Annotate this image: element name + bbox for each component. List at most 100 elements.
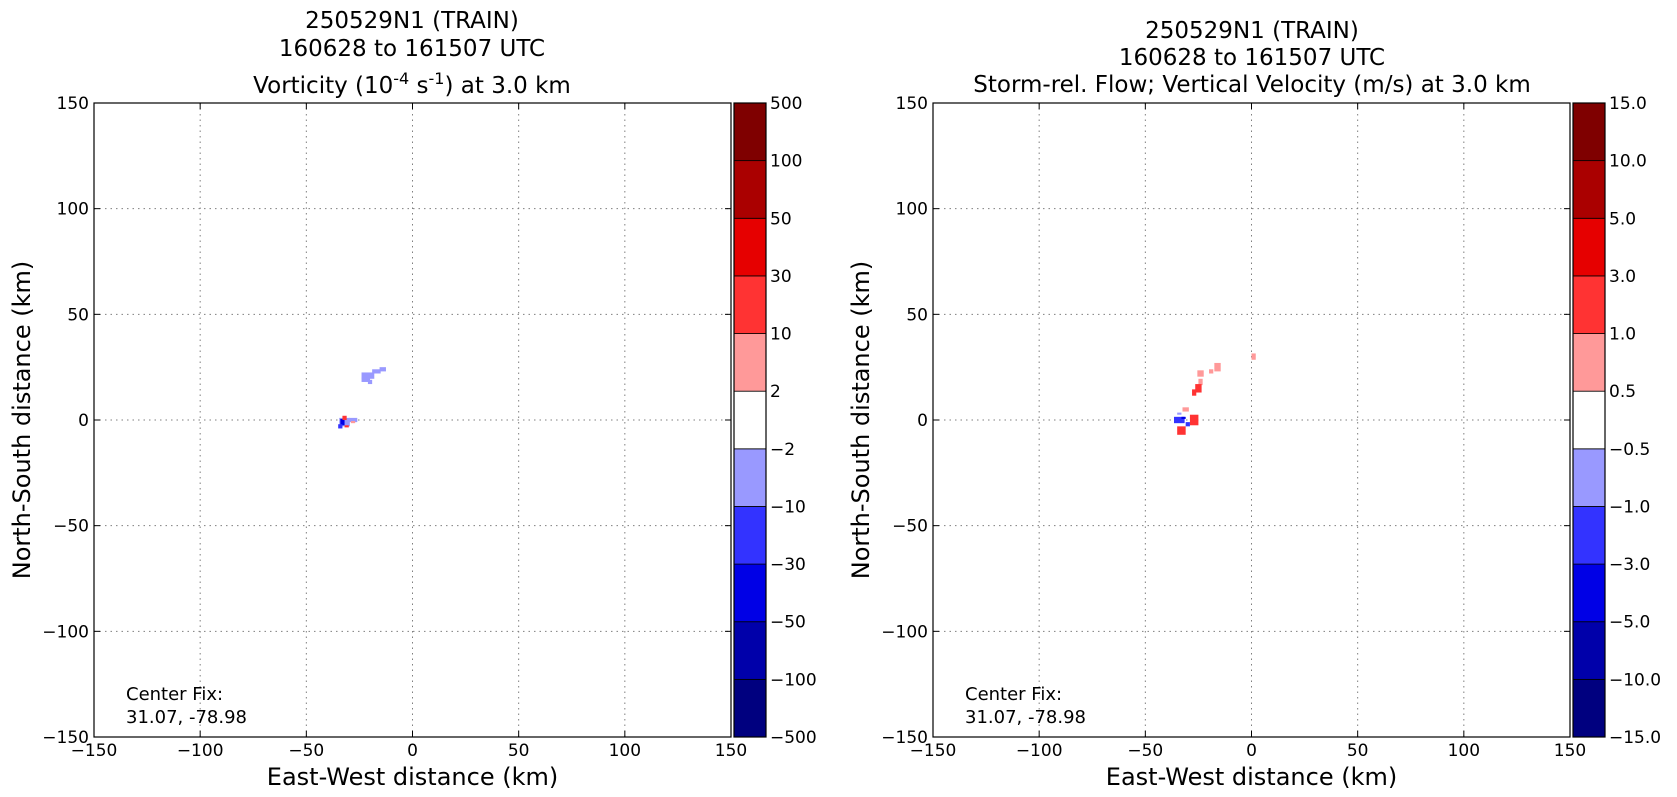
y-tick-label: −100 <box>42 622 89 642</box>
x-tick-label: −50 <box>288 741 324 761</box>
colorbar-tick-label: 100 <box>770 152 802 172</box>
title-line: Storm-rel. Flow; Vertical Velocity (m/s)… <box>973 72 1531 98</box>
y-tick-label: 100 <box>896 200 928 220</box>
center-fix-annotation: Center Fix: <box>965 684 1062 705</box>
data-cell <box>1185 422 1190 427</box>
x-tick-label: −100 <box>177 741 224 761</box>
x-tick-label: 50 <box>508 741 530 761</box>
data-cell <box>1189 414 1199 426</box>
x-axis-label: East-West distance (km) <box>1106 763 1397 791</box>
data-cell <box>344 425 349 428</box>
colorbar-tick-label: −10.0 <box>1609 670 1661 690</box>
colorbar-tick-label: −50 <box>770 613 806 633</box>
x-tick-label: 150 <box>1554 741 1586 761</box>
x-tick-label: 150 <box>715 741 747 761</box>
y-tick-label: −100 <box>881 622 928 642</box>
title-text: Vorticity (10 <box>253 73 393 99</box>
colorbar-tick-label: 3.0 <box>1609 267 1636 287</box>
data-cell <box>350 421 356 424</box>
center-fix-annotation: 31.07, -78.98 <box>965 707 1086 728</box>
colorbar-swatch <box>1572 448 1606 507</box>
data-cell <box>361 372 375 379</box>
colorbar-swatch <box>733 448 767 507</box>
colorbar-tick-label: 5.0 <box>1609 209 1636 229</box>
x-tick-label: −100 <box>1016 741 1063 761</box>
colorbar-swatch <box>733 390 767 450</box>
data-cell <box>342 415 347 420</box>
title-line: 160628 to 161507 UTC <box>279 36 545 62</box>
plot-area <box>933 103 1570 737</box>
data-cell <box>1192 389 1197 396</box>
colorbar-swatch <box>1572 390 1606 450</box>
vorticity-panel: −150 −100 −50 0 50 100 150−150−100−50050100150… <box>8 8 817 791</box>
data-cell <box>338 424 343 429</box>
colorbar-swatch <box>733 217 767 277</box>
colorbar-swatch <box>1572 160 1606 219</box>
y-tick-label: 50 <box>906 305 928 325</box>
colorbar-tick-label: −0.5 <box>1609 440 1650 460</box>
title-line: 250529N1 (TRAIN) <box>1145 18 1359 44</box>
colorbar-tick-label: −15.0 <box>1609 728 1661 748</box>
center-fix-annotation: 31.07, -78.98 <box>126 707 247 728</box>
colorbar-frame <box>1572 102 1606 738</box>
colorbar-tick-label: 50 <box>770 209 792 229</box>
colorbar-swatch <box>1572 621 1606 680</box>
colorbar-swatch <box>733 275 767 334</box>
y-axis-label: North-South distance (km) <box>8 261 36 580</box>
data-cell <box>1177 412 1182 415</box>
center-fix-annotation: Center Fix: <box>126 684 223 705</box>
data-cell <box>379 367 386 372</box>
title-superscript: -1 <box>429 69 445 88</box>
colorbar-tick-label: −500 <box>770 728 817 748</box>
data-cell <box>340 418 345 426</box>
data-cell <box>1251 353 1256 360</box>
colorbar-swatch <box>733 160 767 219</box>
title-line: Vorticity (10-4 s-1) at 3.0 km <box>253 69 571 99</box>
title-superscript: -4 <box>393 69 409 88</box>
y-tick-label: −150 <box>42 728 89 748</box>
data-cell <box>1182 407 1189 412</box>
data-cell <box>1195 384 1202 393</box>
y-tick-label: 150 <box>57 94 89 114</box>
colorbar-swatch <box>1572 102 1606 162</box>
colorbar-tick-label: 1.0 <box>1609 325 1636 345</box>
x-tick-label: 0 <box>407 741 418 761</box>
vertical-velocity-panel: −150 −100 −50 0 50 100 150 −150 −100 −50 0 50 100 150… <box>847 18 1661 791</box>
colorbar-tick-label: −100 <box>770 670 817 690</box>
x-tick-label: 100 <box>609 741 641 761</box>
colorbar-swatch <box>1572 506 1606 565</box>
colorbar-tick-label: 10 <box>770 325 792 345</box>
data-cell <box>1197 370 1204 377</box>
colorbar-swatch <box>1572 678 1606 738</box>
colorbar-swatch <box>733 678 767 738</box>
colorbar-swatch <box>733 621 767 680</box>
colorbar-swatch <box>1572 333 1606 392</box>
colorbar-tick-label: 500 <box>770 94 802 114</box>
colorbar-tick-label: 10.0 <box>1609 152 1647 172</box>
colorbar-swatch <box>1572 275 1606 334</box>
colorbar-tick-label: −2 <box>770 440 795 460</box>
x-tick-label: 100 <box>1448 741 1480 761</box>
data-cell <box>1209 369 1214 374</box>
y-tick-label: 100 <box>57 200 89 220</box>
y-tick-label: 0 <box>78 411 89 431</box>
y-tick-label: −50 <box>53 517 89 537</box>
colorbar-tick-label: −5.0 <box>1609 613 1650 633</box>
x-tick-label: −150 <box>71 741 118 761</box>
colorbar-swatch <box>733 506 767 565</box>
colorbar-tick-label: 30 <box>770 267 792 287</box>
title-line: 250529N1 (TRAIN) <box>305 8 519 34</box>
y-tick-label: −50 <box>892 517 928 537</box>
colorbar-swatch <box>733 563 767 623</box>
data-cell <box>1173 416 1185 424</box>
colorbar-tick-label: −3.0 <box>1609 555 1650 575</box>
colorbar-tick-label: −1.0 <box>1609 497 1650 517</box>
x-axis-label: East-West distance (km) <box>267 763 558 791</box>
data-cell <box>348 417 358 423</box>
colorbar-swatch <box>733 333 767 392</box>
title-text: s <box>409 73 428 99</box>
title-text: ) at 3.0 km <box>444 73 570 99</box>
x-tick-label: −150 <box>910 741 957 761</box>
data-cell <box>1181 416 1186 419</box>
colorbar-swatch <box>1572 563 1606 623</box>
